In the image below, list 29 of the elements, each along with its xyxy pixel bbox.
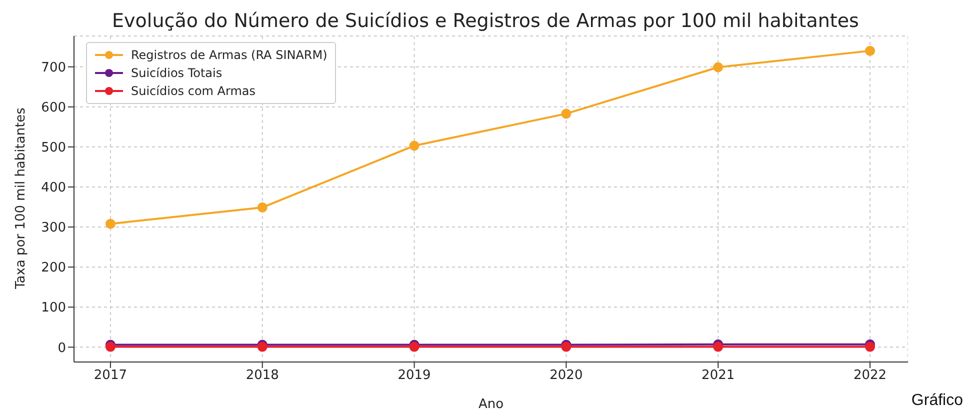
point xyxy=(409,140,420,151)
point xyxy=(257,202,268,212)
y-tick-label: 400 xyxy=(41,180,66,196)
y-tick-label: 200 xyxy=(41,260,66,276)
legend-label: Suicídios Totais xyxy=(131,65,222,82)
point xyxy=(865,342,876,352)
point xyxy=(105,218,116,229)
y-tick-label: 0 xyxy=(58,340,66,356)
legend-label: Registros de Armas (RA SINARM) xyxy=(131,47,328,64)
chart-title: Evolução do Número de Suicídios e Registros de Armas por 100 mil habitantes xyxy=(111,10,860,32)
y-axis-title: Taxa por 100 mil habitantes xyxy=(14,107,29,290)
y-tick-label: 500 xyxy=(41,140,66,156)
y-tick-label: 700 xyxy=(41,60,66,76)
x-tick-label: 2019 xyxy=(398,368,431,384)
y-tick-label: 100 xyxy=(41,300,66,316)
y-tick-label: 600 xyxy=(41,100,66,116)
point xyxy=(713,62,724,72)
text: Gráfico xyxy=(911,392,963,410)
y-tick-label: 300 xyxy=(41,220,66,236)
x-tick-label: 2022 xyxy=(853,368,887,384)
point xyxy=(561,108,572,119)
x-tick-label: 2021 xyxy=(702,368,735,384)
x-tick-label: 2018 xyxy=(246,368,279,384)
x-tick-label: 2020 xyxy=(550,368,583,384)
point xyxy=(865,46,876,56)
point xyxy=(713,342,724,352)
legend-label: Suicídios com Armas xyxy=(131,83,256,100)
x-tick-label: 2017 xyxy=(94,368,128,384)
x-axis-title: Ano xyxy=(478,397,504,412)
